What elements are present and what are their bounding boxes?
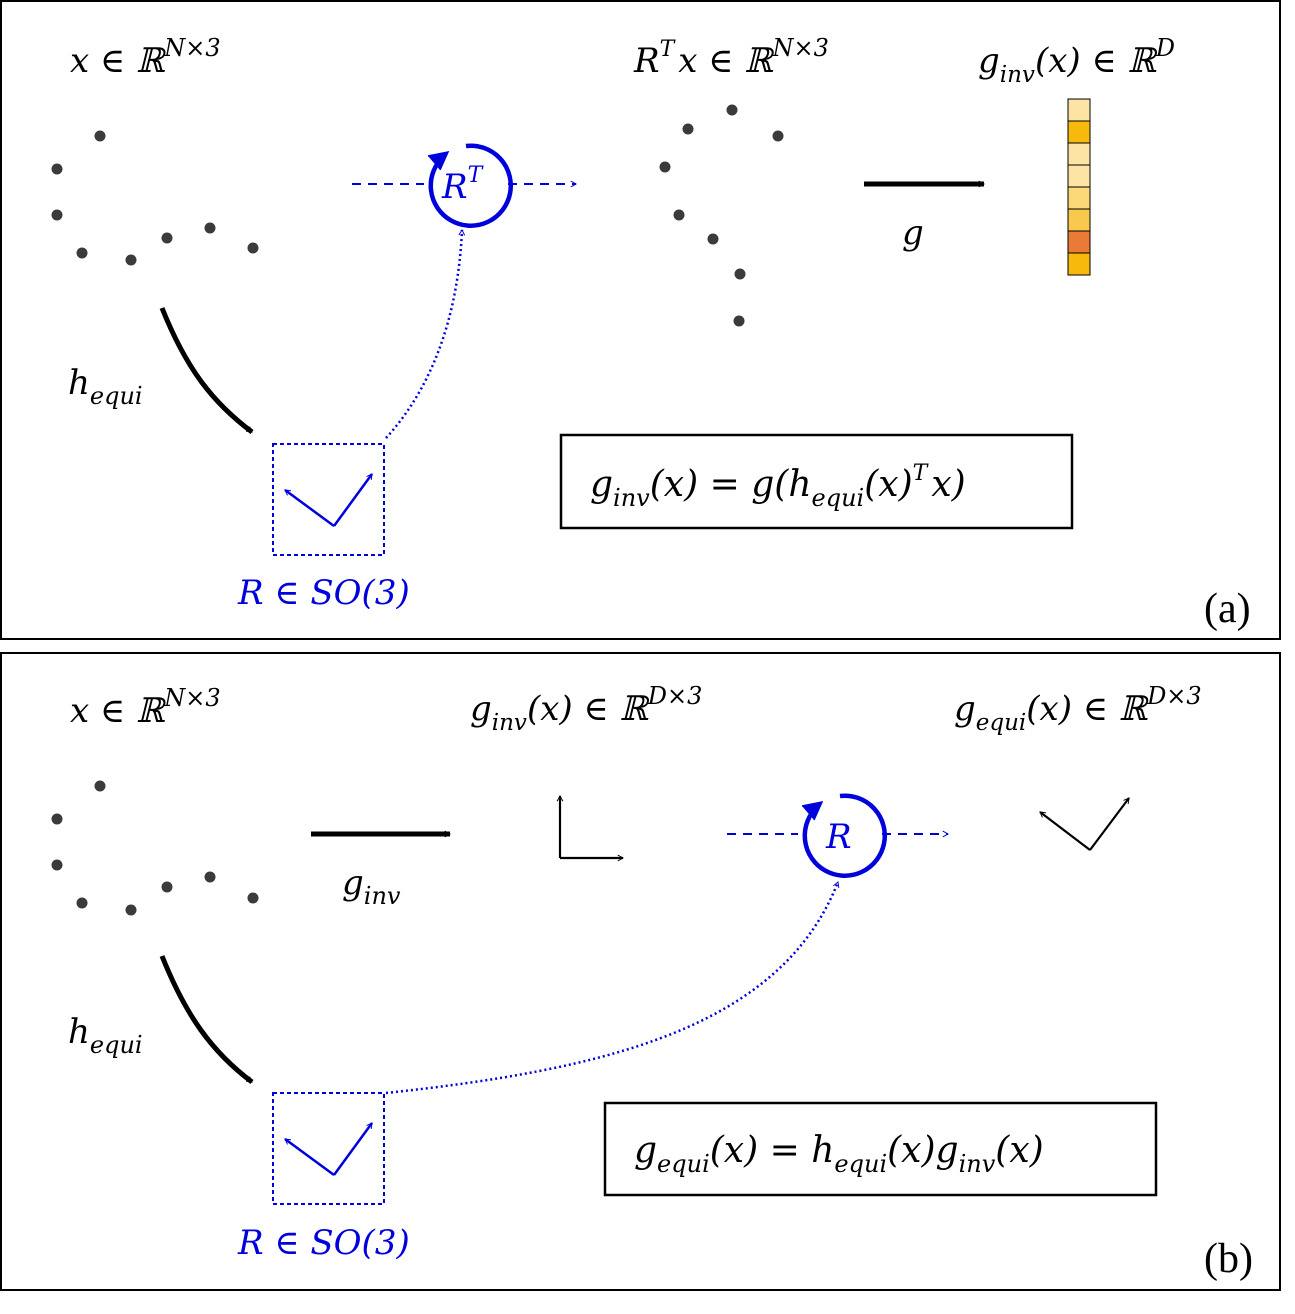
- panel-tag-a: (a): [1204, 586, 1251, 632]
- feature-cell: [1067, 230, 1091, 254]
- input-label-b: x ∈ ℝN×3: [70, 684, 221, 731]
- feature-cell: [1067, 142, 1091, 166]
- feature-cell: [1067, 252, 1091, 276]
- rotation-operator-a: RT: [352, 143, 577, 228]
- equi-arrow-a: [159, 307, 254, 434]
- map-label-b: ginv: [342, 863, 401, 910]
- point-cloud-b: [51, 780, 259, 916]
- feature-cell: [1067, 98, 1091, 122]
- rotation-operator-b: R: [727, 793, 949, 878]
- rotation-frame-box-a: [272, 443, 385, 556]
- formula-b: gequi(x) = hequi(x)ginv(x): [634, 1130, 1044, 1178]
- rotation-circle-icon: [802, 793, 888, 878]
- equi-label-b: hequi: [68, 1012, 143, 1059]
- feature-vector: [1067, 98, 1091, 276]
- group-label-a: R ∈ SO(3): [237, 573, 410, 613]
- formula-box-a: [559, 433, 1074, 530]
- input-label-a: x ∈ ℝN×3: [70, 34, 221, 81]
- output-label-a: ginv(x) ∈ ℝD: [978, 34, 1175, 88]
- equivariant-label-b: gequi(x) ∈ ℝD×3: [954, 682, 1202, 736]
- panel-tag-b: (b): [1204, 1236, 1253, 1282]
- feature-cell: [1067, 164, 1091, 188]
- dotted-link-a: [385, 229, 466, 439]
- equi-arrow-b: [159, 955, 254, 1084]
- panel-a: x ∈ ℝN×3 RT RT x ∈ ℝN×3: [0, 0, 1281, 640]
- group-label-b: R ∈ SO(3): [237, 1223, 410, 1263]
- equi-label-a: hequi: [68, 363, 143, 410]
- rotation-op-label-b: R: [825, 817, 852, 857]
- point-cloud-a: [51, 130, 259, 266]
- dotted-link-b: [385, 881, 840, 1095]
- invariant-label-b: ginv(x) ∈ ℝD×3: [470, 682, 702, 736]
- formula-box-b: [603, 1101, 1158, 1197]
- rotated-axes-icon: [1039, 797, 1130, 851]
- map-label-a: g: [902, 213, 924, 253]
- panel-b-frame: [0, 652, 1281, 1291]
- feature-cell: [1067, 120, 1091, 144]
- rotation-frame-box-b: [272, 1092, 385, 1205]
- panel-a-frame: [0, 0, 1281, 640]
- frame-axes-icon: [284, 1122, 374, 1177]
- canonical-axes-icon: [556, 795, 624, 862]
- feature-cell: [1067, 186, 1091, 210]
- rotation-circle-icon: [428, 143, 514, 228]
- rotated-point-cloud-a: [659, 104, 784, 327]
- rotation-op-label-a: RT: [441, 163, 485, 207]
- panel-b: x ∈ ℝN×3 ginv ginv(x) ∈ ℝD×3 R gequi(x) …: [0, 652, 1281, 1291]
- frame-axes-icon: [284, 473, 374, 528]
- feature-cell: [1067, 208, 1091, 232]
- formula-a: ginv(x) = g(hequi(x)T x): [590, 461, 966, 512]
- rotated-label-a: RT x ∈ ℝN×3: [633, 34, 829, 81]
